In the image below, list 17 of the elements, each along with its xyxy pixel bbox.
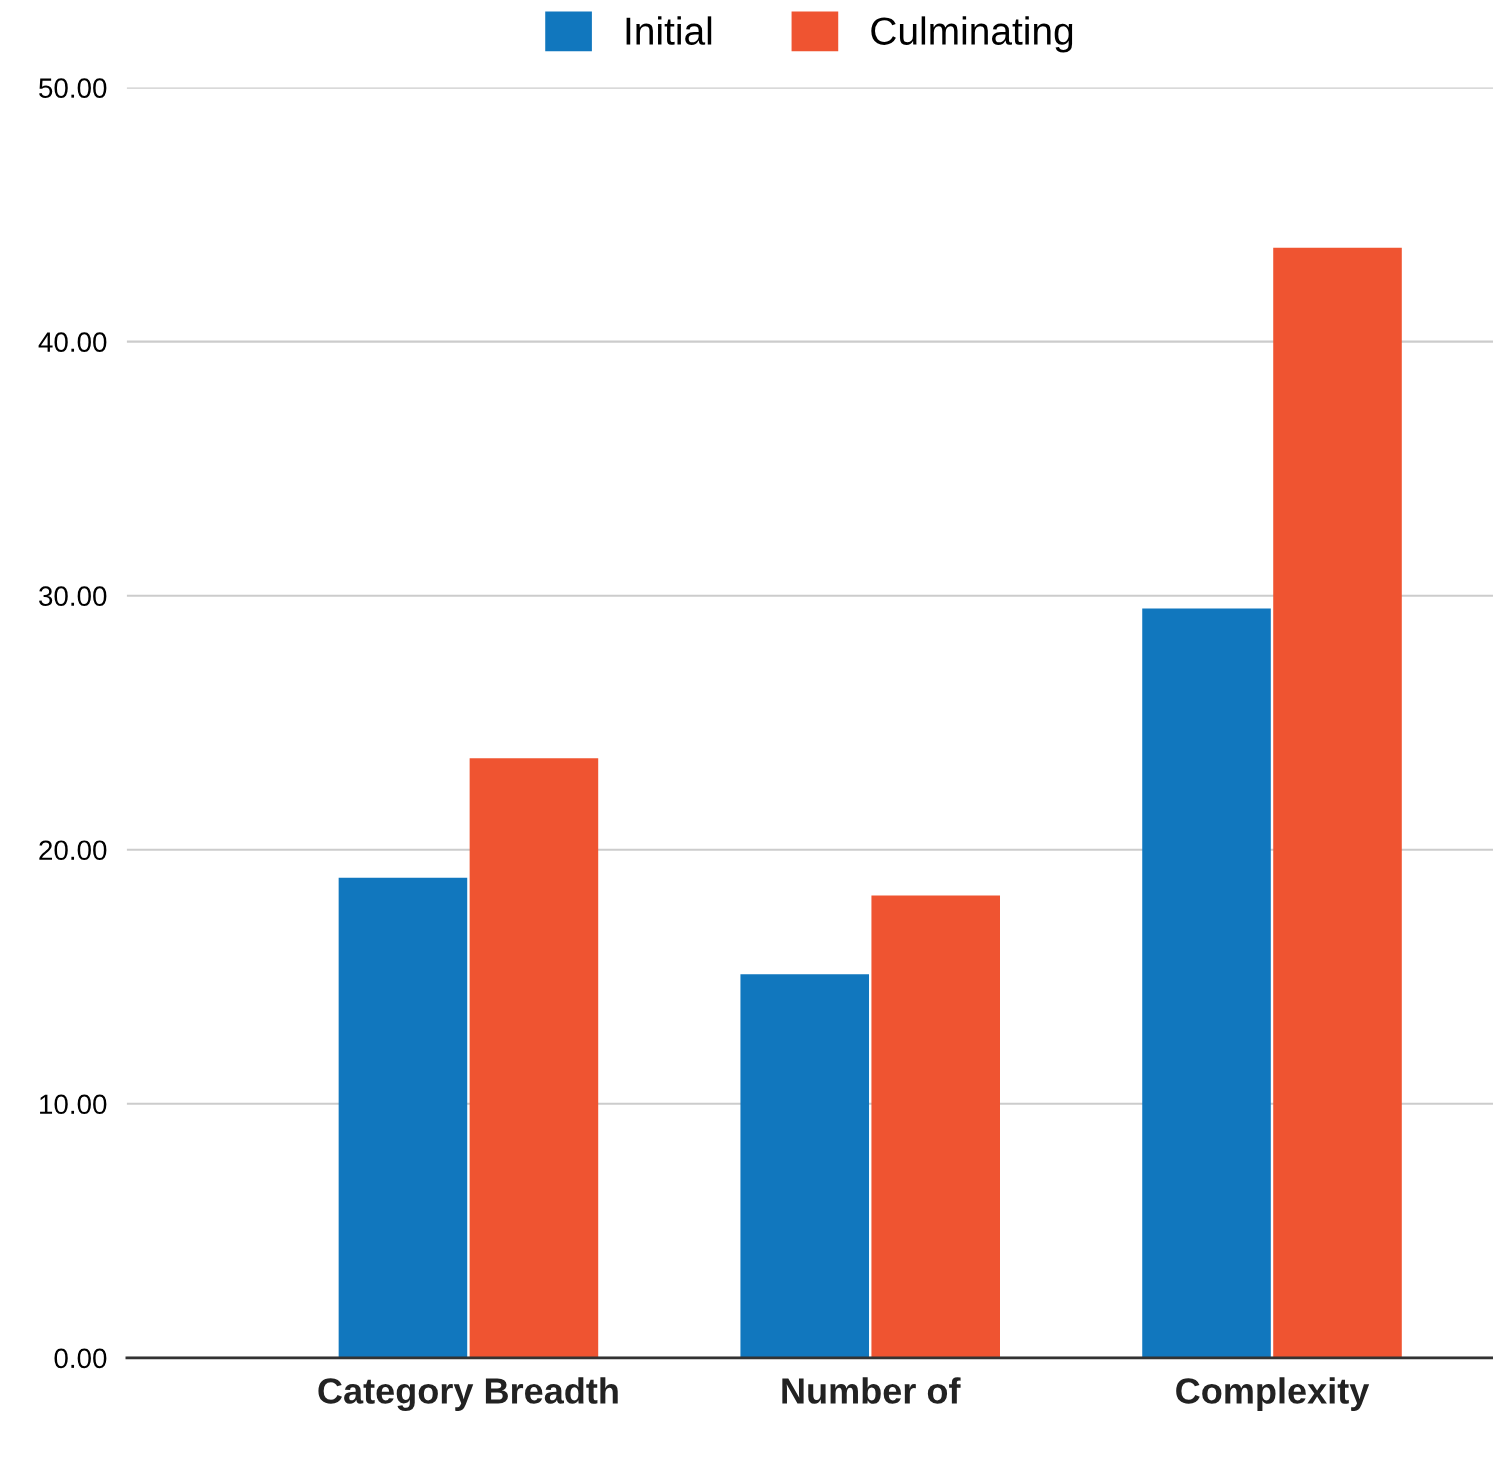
bar [871, 895, 1000, 1358]
x-tick-label: Complexity [1176, 1377, 1370, 1411]
bar [1273, 247, 1402, 1358]
bar [469, 758, 599, 1358]
y-tick-label: 10.00 [40, 1094, 107, 1115]
bar [338, 877, 468, 1358]
y-tick-label: 0.00 [54, 1348, 107, 1369]
legend-label: Culminating [871, 16, 1073, 53]
x-tick-label: Category Breadth [318, 1377, 618, 1412]
x-tick-label: Number of [782, 1377, 961, 1404]
y-tick-label: 50.00 [39, 78, 107, 98]
y-tick-label: 40.00 [38, 332, 107, 352]
legend-label: Initial [626, 16, 712, 45]
bar [1142, 608, 1271, 1358]
bar [740, 974, 870, 1358]
y-tick-label: 20.00 [39, 840, 107, 861]
y-tick-label: 30.00 [39, 586, 107, 607]
